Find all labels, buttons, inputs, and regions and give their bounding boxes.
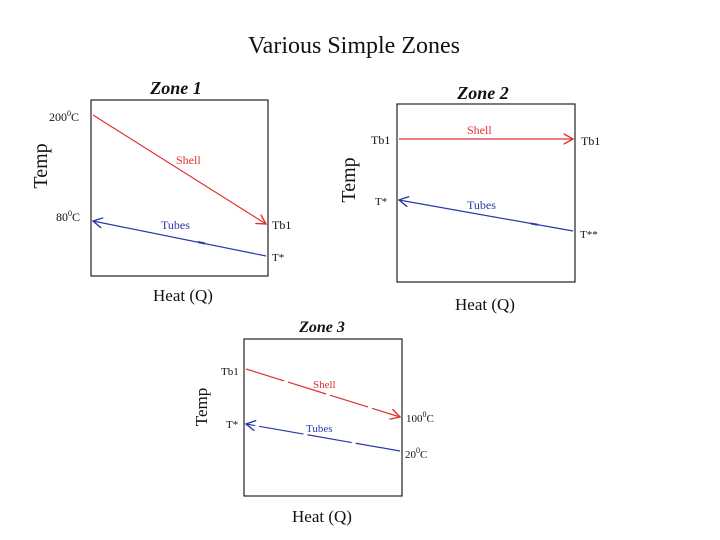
zone-3-left-label-top: Tb1 [221,366,239,378]
zone-1-frame [90,99,269,277]
zone-1-tubes-line [93,221,267,257]
zone-1-shell-line [92,114,266,224]
zone-3-right-label-top: 1000C [406,410,434,425]
zone-3-tubes-label: Tubes [306,423,333,435]
zone-3-title: Zone 3 [298,319,345,336]
zone-1-x-axis-label: Heat (Q) [153,286,213,305]
zone-1-right-label-bottom: T* [272,252,284,264]
zone-2-tubes-dash [530,222,539,226]
zone-2-diagram: Zone 2 Temp Heat (Q) Tb1 T* Shell Tubes … [338,83,600,314]
zone-3-x-axis-label: Heat (Q) [292,507,352,526]
zone-1-diagram: Zone 1 Temp Heat (Q) 2000C 800C Shell Tu… [30,78,291,305]
zone-2-x-axis-label: Heat (Q) [455,295,515,314]
zone-2-y-axis-label: Temp [338,157,360,202]
zone-1-tubes-label: Tubes [161,218,190,232]
zone-1-left-label-top: 2000C [49,109,79,124]
zone-3-shell-label: Shell [313,379,336,391]
zone-3-left-label-bottom: T* [226,419,238,431]
zone-3-diagram: Zone 3 Temp Heat (Q) Tb1 T* Shell Tubes … [192,319,434,526]
slide-title: Various Simple Zones [248,33,460,59]
zone-2-left-label-top: Tb1 [371,133,390,147]
zone-2-frame [396,103,576,283]
zone-3-right-label-bottom: 200C [405,446,427,461]
zone-3-frame [243,338,403,497]
zone-3-y-axis-label: Temp [192,388,211,426]
zone-1-shell-label: Shell [176,153,201,167]
zone-2-title: Zone 2 [456,83,509,103]
zone-1-left-label-bottom: 800C [56,209,80,224]
zone-1-title: Zone 1 [149,78,202,98]
zone-1-right-label-top: Tb1 [272,218,291,232]
zone-1-tubes-dash [197,241,206,245]
zone-2-shell-label: Shell [467,123,492,137]
zone-3-shell-line [245,368,400,417]
zone-2-left-label-bottom: T* [375,196,387,208]
zone-2-tubes-line [399,200,574,232]
zone-2-tubes-label: Tubes [467,198,496,212]
zone-2-right-label-top: Tb1 [581,134,600,148]
zone-2-right-label-bottom: T** [580,229,598,241]
zone-1-y-axis-label: Temp [30,143,52,188]
zone-3-tubes-line [246,424,401,452]
